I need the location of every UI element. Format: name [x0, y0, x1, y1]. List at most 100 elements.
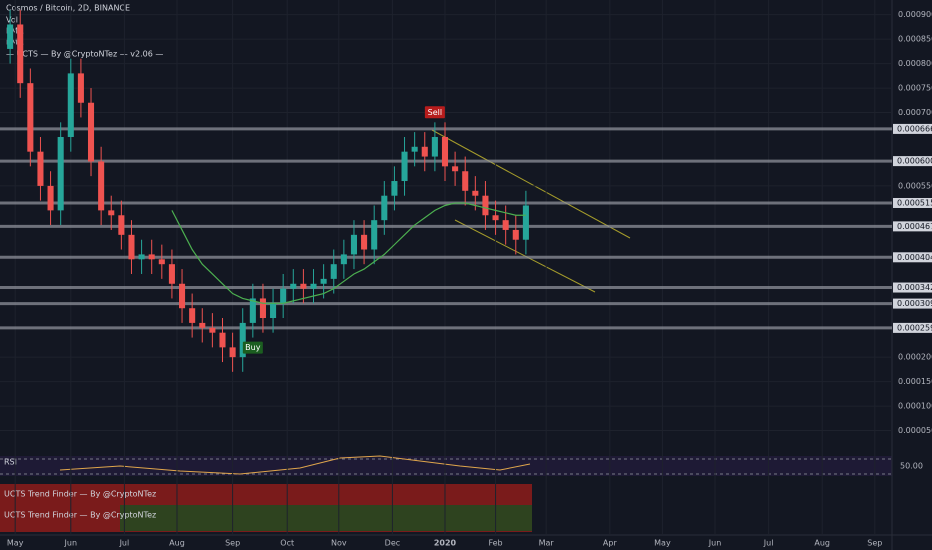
candle-body: [391, 181, 398, 196]
x-tick-label: Apr: [603, 539, 618, 548]
y-tick-label: 0.0002000: [898, 353, 932, 362]
x-tick-label: Jul: [119, 539, 130, 548]
candle-body: [371, 220, 378, 250]
y-tick-label: 0.0007500: [898, 84, 932, 93]
candle-body: [108, 210, 115, 216]
level-label: 0.0003423: [897, 283, 932, 292]
trend-pane: [120, 505, 532, 531]
x-tick-label: Jul: [763, 539, 774, 548]
candle-body: [421, 146, 428, 157]
level-label: 0.0005151: [897, 198, 932, 207]
x-tick-label: May: [7, 539, 24, 548]
x-tick-label: Sep: [225, 539, 240, 548]
level-tag: [893, 123, 932, 134]
candle-body: [411, 146, 418, 152]
y-tick-label: 0.0001500: [898, 377, 932, 386]
y-tick-label: 0.0008000: [898, 59, 932, 68]
rsi-pane: [0, 456, 892, 476]
signal-tag: [424, 106, 445, 119]
signal-tag: [242, 341, 263, 354]
x-tick-label: Nov: [331, 539, 347, 548]
x-tick-label: May: [654, 539, 671, 548]
candle-body: [512, 229, 519, 240]
candle-body: [472, 190, 479, 196]
level-label: 0.0004673: [897, 222, 932, 231]
candle-body: [47, 185, 54, 211]
candle-body: [381, 195, 388, 221]
candle-body: [249, 298, 256, 323]
candle-body: [229, 347, 236, 358]
candle-body: [17, 24, 24, 84]
rsi-level: 50.00: [900, 462, 923, 471]
candle-body: [87, 102, 95, 162]
candle-body: [27, 83, 34, 152]
candle-body: [7, 24, 14, 49]
x-tick-label: Oct: [280, 539, 294, 548]
candle-body: [290, 283, 297, 289]
rsi-line: [59, 455, 531, 475]
candle-body: [320, 278, 327, 284]
candle-body: [462, 171, 469, 191]
level-label: 0.0004041: [897, 253, 932, 262]
y-tick-label: 0.0008500: [898, 35, 932, 44]
candle-body: [431, 136, 438, 157]
candle-body: [310, 283, 317, 289]
x-tick-label: Aug: [169, 539, 185, 548]
candle-body: [138, 254, 145, 260]
candle-body: [118, 215, 125, 235]
candle-body: [199, 322, 206, 328]
candle-body: [259, 298, 266, 319]
legend-entry: Vol: [6, 16, 18, 25]
candle-body: [128, 234, 135, 260]
candle-body: [179, 283, 186, 309]
level-label: 0.0002598: [897, 323, 932, 332]
level-label: 0.0006665: [897, 124, 932, 133]
candle-body: [401, 151, 408, 182]
legend-entry: — UCTS — By @CryptoNTez — v2.06 —: [6, 50, 163, 59]
candle-body: [209, 327, 216, 333]
signal-label: Buy: [245, 343, 261, 352]
ema-line: [171, 202, 526, 304]
chart-title: Cosmos / Bitcoin, 2D, BINANCE: [6, 4, 130, 13]
candle-body: [37, 151, 44, 186]
signal-label: Sell: [428, 108, 442, 117]
candle-body: [168, 264, 175, 284]
pane-label: UCTS Trend Finder — By @CryptoNTez: [4, 511, 156, 520]
x-tick-label: 2020: [434, 539, 457, 548]
candle-body: [270, 303, 277, 319]
candle-body: [350, 234, 358, 255]
pane-label: UCTS Trend Finder — By @CryptoNTez: [4, 490, 156, 499]
y-tick-label: 0.0005500: [898, 181, 932, 190]
candle-body: [492, 215, 499, 221]
candle-body: [522, 205, 529, 240]
level-tag: [893, 298, 932, 309]
level-tag: [893, 221, 932, 232]
level-label: 0.0003095: [897, 299, 932, 308]
candle-body: [361, 234, 368, 250]
trend-channel: [431, 129, 631, 239]
rsi-label: RSI: [4, 458, 17, 467]
candle-body: [57, 136, 64, 211]
candle-body: [98, 161, 105, 211]
candle-body: [502, 220, 509, 230]
candle-body: [77, 73, 84, 103]
candle-body: [482, 195, 489, 216]
x-tick-label: Jun: [708, 539, 722, 548]
candle-body: [67, 73, 74, 137]
candle-body: [148, 254, 155, 260]
candle-body: [189, 308, 196, 323]
x-tick-label: Sep: [867, 539, 882, 548]
level-tag: [893, 252, 932, 263]
level-tag: [893, 156, 932, 167]
candle-body: [300, 283, 307, 289]
x-tick-label: Aug: [814, 539, 830, 548]
y-tick-label: 0.0000500: [898, 426, 932, 435]
candle-body: [441, 136, 449, 167]
candle-body: [452, 166, 459, 172]
level-tag: [893, 197, 932, 208]
y-tick-label: 0.0009000: [898, 10, 932, 19]
candle-body: [340, 254, 347, 265]
x-tick-label: Mar: [539, 539, 555, 548]
candle-body: [158, 259, 165, 265]
